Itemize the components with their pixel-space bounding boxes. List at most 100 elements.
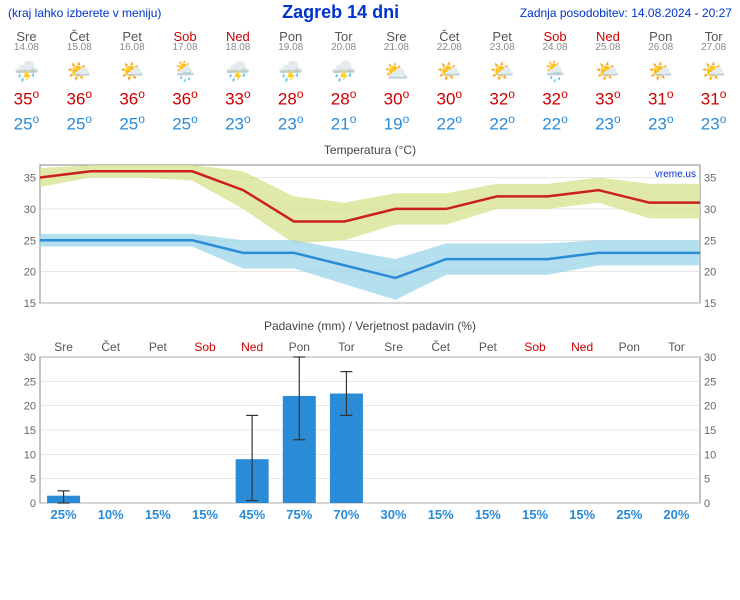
svg-text:25%: 25% xyxy=(616,507,642,522)
svg-text:Čet: Čet xyxy=(431,339,450,354)
day-header: Pet 16.08 xyxy=(106,29,159,53)
page-title: Zagreb 14 dni xyxy=(282,2,399,23)
svg-text:15: 15 xyxy=(24,425,36,437)
svg-text:30%: 30% xyxy=(381,507,407,522)
svg-text:15%: 15% xyxy=(428,507,454,522)
svg-text:Tor: Tor xyxy=(338,340,355,354)
svg-text:Pet: Pet xyxy=(149,340,168,354)
svg-text:75%: 75% xyxy=(286,507,312,522)
weather-icon: ⛈️ xyxy=(211,59,264,84)
svg-text:15: 15 xyxy=(24,298,36,309)
svg-text:15%: 15% xyxy=(475,507,501,522)
temp-low: 23o xyxy=(634,112,687,135)
weather-icon: 🌦️ xyxy=(159,59,212,84)
day-date: 19.08 xyxy=(264,42,317,53)
svg-text:5: 5 xyxy=(30,474,36,486)
temp-high: 31o xyxy=(687,87,740,110)
weather-icon: 🌦️ xyxy=(529,59,582,84)
svg-text:20: 20 xyxy=(24,401,36,413)
temp-high: 33o xyxy=(211,87,264,110)
svg-text:vreme.us: vreme.us xyxy=(655,169,696,180)
svg-text:15%: 15% xyxy=(569,507,595,522)
svg-text:30: 30 xyxy=(24,352,36,364)
temp-high: 30o xyxy=(423,87,476,110)
svg-text:10: 10 xyxy=(704,450,716,462)
weather-icon: ⛈️ xyxy=(0,59,53,84)
day-header: Pet 23.08 xyxy=(476,29,529,53)
svg-text:30: 30 xyxy=(24,204,36,216)
svg-text:Pet: Pet xyxy=(479,340,498,354)
svg-text:10%: 10% xyxy=(98,507,124,522)
svg-text:20: 20 xyxy=(24,267,36,279)
day-date: 22.08 xyxy=(423,42,476,53)
svg-text:Sob: Sob xyxy=(524,340,546,354)
day-header: Ned 25.08 xyxy=(581,29,634,53)
svg-text:25: 25 xyxy=(24,377,36,389)
svg-text:25: 25 xyxy=(704,377,716,389)
weather-icon: 🌤️ xyxy=(634,59,687,84)
temp-low: 21o xyxy=(317,112,370,135)
temp-chart: 15152020252530303535vreme.us xyxy=(10,159,730,309)
svg-text:15%: 15% xyxy=(192,507,218,522)
svg-text:Sob: Sob xyxy=(194,340,216,354)
svg-text:15%: 15% xyxy=(522,507,548,522)
location-note[interactable]: (kraj lahko izberete v meniju) xyxy=(8,6,161,20)
svg-text:25: 25 xyxy=(704,236,716,248)
weather-icon: 🌤️ xyxy=(423,59,476,84)
weather-icon: 🌤️ xyxy=(581,59,634,84)
temp-low: 22o xyxy=(476,112,529,135)
day-header: Čet 22.08 xyxy=(423,29,476,53)
svg-text:Sre: Sre xyxy=(54,340,73,354)
day-date: 16.08 xyxy=(106,42,159,53)
day-date: 18.08 xyxy=(211,42,264,53)
temp-low: 23o xyxy=(581,112,634,135)
svg-text:70%: 70% xyxy=(333,507,359,522)
svg-text:Pon: Pon xyxy=(619,340,640,354)
day-date: 24.08 xyxy=(529,42,582,53)
temp-high: 30o xyxy=(370,87,423,110)
svg-text:30: 30 xyxy=(704,204,716,216)
weather-icon: 🌤️ xyxy=(687,59,740,84)
svg-text:0: 0 xyxy=(704,498,710,510)
weather-icon: 🌤️ xyxy=(106,59,159,84)
day-date: 25.08 xyxy=(581,42,634,53)
svg-text:Sre: Sre xyxy=(384,340,403,354)
day-header: Ned 18.08 xyxy=(211,29,264,53)
day-header: Pon 19.08 xyxy=(264,29,317,53)
precip-chart-title: Padavine (mm) / Verjetnost padavin (%) xyxy=(10,319,730,333)
weather-icon: ⛈️ xyxy=(317,59,370,84)
day-header: Sre 21.08 xyxy=(370,29,423,53)
weather-icon: ⛅ xyxy=(370,59,423,84)
header: (kraj lahko izberete v meniju) Zagreb 14… xyxy=(0,0,740,25)
temp-low: 23o xyxy=(264,112,317,135)
temp-low: 25o xyxy=(159,112,212,135)
temp-high: 32o xyxy=(529,87,582,110)
low-temps-row: 25o25o25o25o23o23o21o19o22o22o22o23o23o2… xyxy=(0,111,740,136)
day-header: Sob 17.08 xyxy=(159,29,212,53)
temp-low: 23o xyxy=(211,112,264,135)
temp-high: 31o xyxy=(634,87,687,110)
day-header: Tor 27.08 xyxy=(687,29,740,53)
svg-text:15: 15 xyxy=(704,425,716,437)
day-header: Sob 24.08 xyxy=(529,29,582,53)
temp-low: 22o xyxy=(529,112,582,135)
svg-text:Pon: Pon xyxy=(289,340,310,354)
temp-chart-title: Temperatura (°C) xyxy=(10,143,730,157)
day-header: Sre 14.08 xyxy=(0,29,53,53)
temp-low: 25o xyxy=(0,112,53,135)
temp-high: 32o xyxy=(476,87,529,110)
day-names-row: Sre 14.08Čet 15.08Pet 16.08Sob 17.08Ned … xyxy=(0,25,740,57)
svg-text:Čet: Čet xyxy=(101,339,120,354)
temp-high: 36o xyxy=(159,87,212,110)
svg-text:45%: 45% xyxy=(239,507,265,522)
svg-text:20: 20 xyxy=(704,401,716,413)
svg-text:20%: 20% xyxy=(663,507,689,522)
temp-high: 33o xyxy=(581,87,634,110)
weather-icon: 🌤️ xyxy=(53,59,106,84)
temp-low: 23o xyxy=(687,112,740,135)
day-date: 15.08 xyxy=(53,42,106,53)
weather-icon: ⛈️ xyxy=(264,59,317,84)
high-temps-row: 35o36o36o36o33o28o28o30o30o32o32o33o31o3… xyxy=(0,86,740,111)
day-date: 14.08 xyxy=(0,42,53,53)
day-date: 20.08 xyxy=(317,42,370,53)
